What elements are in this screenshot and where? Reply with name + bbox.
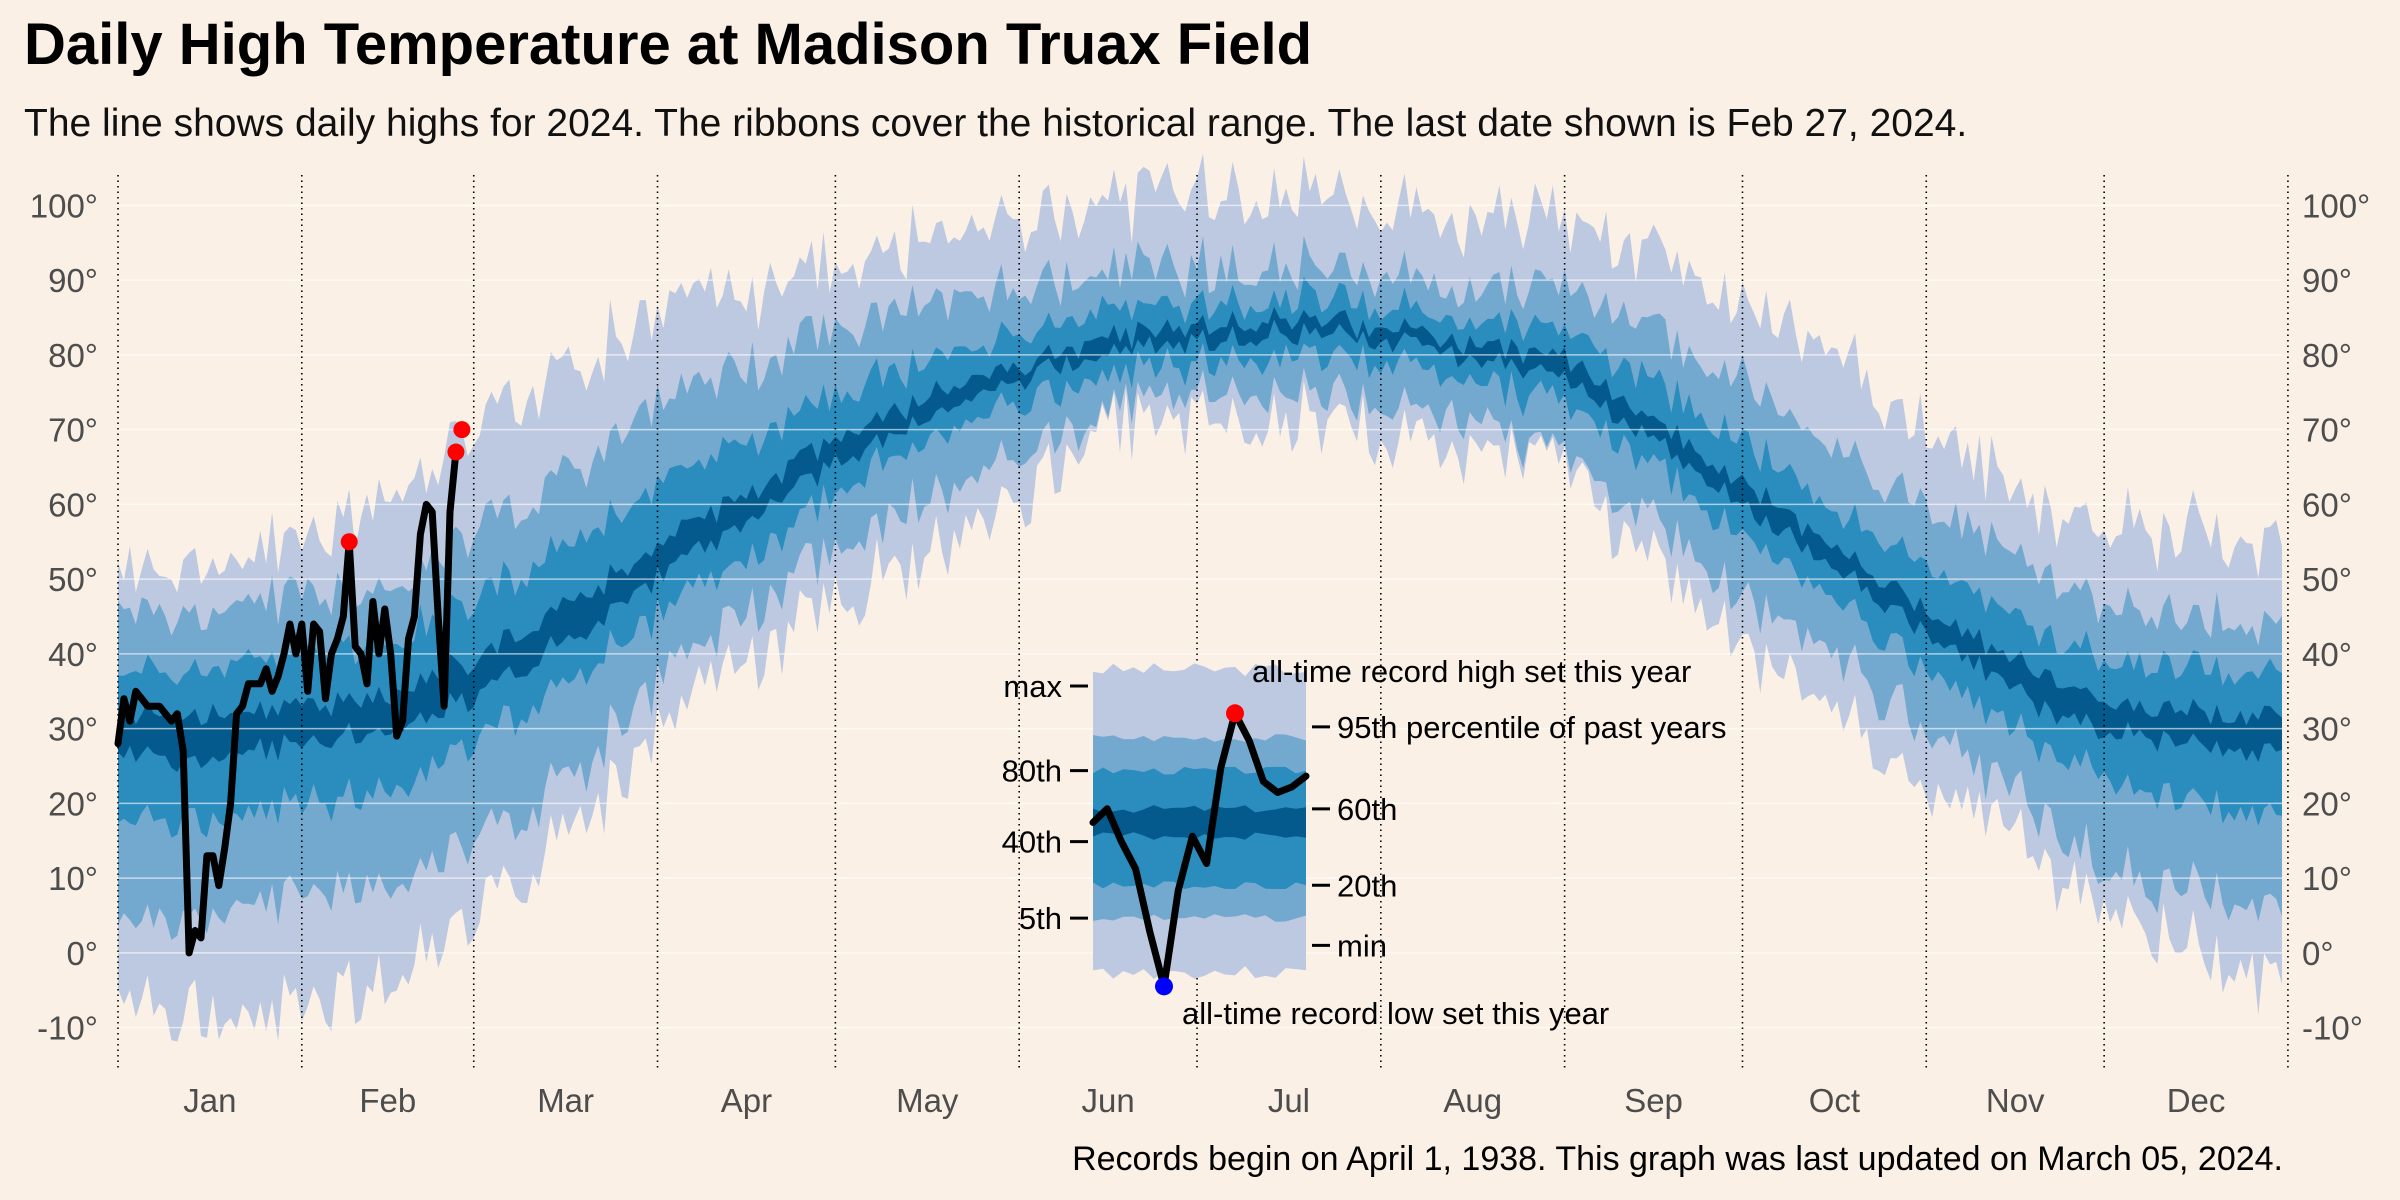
chart-subtitle: The line shows daily highs for 2024. The… [24, 102, 1967, 145]
x-tick-label: Mar [537, 1082, 594, 1119]
legend-label-p20: 20th [1337, 868, 1397, 903]
y-tick-label-left: 50° [48, 561, 98, 598]
legend-label-p95: 95th percentile of past years [1337, 710, 1726, 745]
y-tick-label-right: 10° [2302, 860, 2352, 897]
legend-record-high-point [1226, 704, 1244, 723]
x-tick-label: Jul [1268, 1082, 1310, 1119]
legend-record-low-point [1155, 977, 1173, 996]
x-tick-label: Dec [2167, 1082, 2226, 1119]
y-tick-label-left: 10° [48, 860, 98, 897]
legend-label-min: min [1337, 928, 1387, 963]
y-tick-label-left: 70° [48, 412, 98, 449]
legend-label-p5: 5th [1019, 901, 1062, 936]
legend: max 80th 40th 5th 95th percentile of past ye… [1002, 654, 1727, 1031]
y-tick-label-right: 50° [2302, 561, 2352, 598]
y-tick-label-right: 90° [2302, 262, 2352, 299]
y-tick-label-right: -10° [2302, 1010, 2363, 1047]
band-40th-60th [118, 307, 2282, 772]
legend-label-max: max [1003, 669, 1062, 704]
y-tick-label-right: 60° [2302, 486, 2352, 523]
x-tick-label: Aug [1443, 1082, 1502, 1119]
legend-sample-line [1089, 709, 1310, 990]
y-tick-label-left: -10° [37, 1010, 98, 1047]
chart-title: Daily High Temperature at Madison Truax … [24, 12, 1312, 77]
y-tick-label-left: 90° [48, 262, 98, 299]
x-tick-label: Apr [721, 1082, 772, 1119]
legend-label-p80: 80th [1002, 754, 1062, 789]
plot-area: -10° -10° 0° 0° 10° 10° 20° 20° 30° 30° 40° 40° 50° 5… [30, 153, 2370, 1119]
legend-label-p40: 40th [1002, 825, 1062, 860]
y-tick-label-left: 20° [48, 785, 98, 822]
band-5th-95th [118, 235, 2282, 940]
legend-band-40th-60th [1093, 805, 1306, 840]
y-tick-label-left: 0° [66, 935, 98, 972]
legend-record-high-note: all-time record high set this year [1252, 654, 1691, 689]
x-tick-label: Jan [183, 1082, 236, 1119]
y-tick-label-left: 30° [48, 711, 98, 748]
x-tick-label: Jun [1081, 1082, 1134, 1119]
x-tick-label: Oct [1809, 1082, 1860, 1119]
y-tick-label-right: 80° [2302, 337, 2352, 374]
y-tick-label-right: 70° [2302, 412, 2352, 449]
y-tick-label-right: 30° [2302, 711, 2352, 748]
y-tick-label-right: 100° [2302, 187, 2370, 224]
caption: Records begin on April 1, 1938. This gra… [1072, 1140, 2283, 1178]
x-tick-label: Nov [1986, 1082, 2045, 1119]
y-tick-label-right: 40° [2302, 636, 2352, 673]
band-20th-80th [118, 276, 2282, 838]
y-tick-label-left: 100° [30, 187, 98, 224]
x-tick-label: Feb [359, 1082, 416, 1119]
y-tick-label-left: 80° [48, 337, 98, 374]
y-tick-label-right: 0° [2302, 935, 2334, 972]
x-tick-label: Sep [1624, 1082, 1683, 1119]
record-high-point [453, 421, 471, 439]
y-tick-label-left: 60° [48, 486, 98, 523]
y-tick-label-left: 40° [48, 636, 98, 673]
legend-label-p60: 60th [1337, 792, 1397, 827]
x-tick-label: May [896, 1082, 959, 1119]
legend-record-low-note: all-time record low set this year [1182, 996, 1609, 1031]
series-2024-line [114, 448, 460, 957]
record-high-point [340, 533, 358, 551]
y-tick-label-right: 20° [2302, 785, 2352, 822]
record-high-point [447, 443, 465, 461]
